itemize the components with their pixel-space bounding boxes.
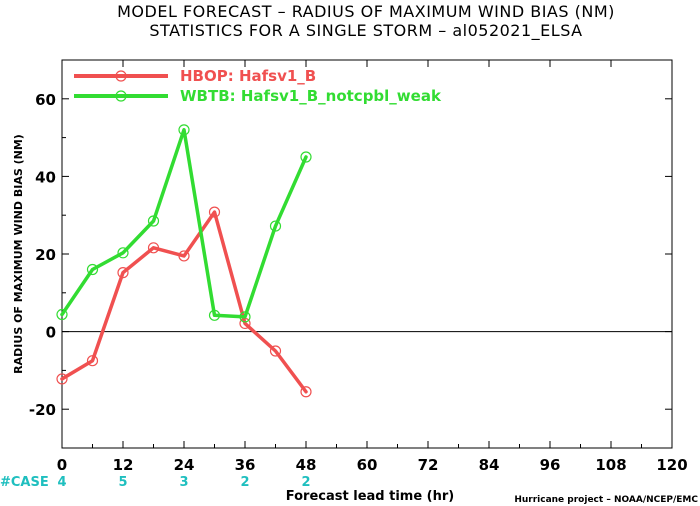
- x-tick-label: 60: [357, 456, 378, 474]
- case-count: 3: [179, 475, 188, 490]
- legend-swatch-marker: [115, 70, 127, 82]
- series-1-point: [86, 263, 99, 276]
- x-tick-label: 84: [479, 456, 500, 474]
- x-tick-label: 72: [418, 456, 439, 474]
- x-tick-label: 96: [540, 456, 561, 474]
- case-count: 4: [57, 475, 66, 490]
- series-1-point: [56, 308, 68, 321]
- x-tick-label: 12: [113, 456, 134, 474]
- series-group: [56, 124, 312, 398]
- series-1-point: [239, 311, 251, 323]
- x-tick-label: 24: [174, 456, 195, 474]
- x-tick-label: 36: [235, 456, 256, 474]
- chart-title: MODEL FORECAST – RADIUS OF MAXIMUM WIND …: [117, 2, 615, 21]
- series-0-point: [117, 267, 129, 279]
- y-axis-label: RADIUS OF MAXIMUM WIND BIAS (NM): [12, 134, 25, 374]
- series-line-0: [60, 210, 308, 394]
- y-tick-label: -20: [29, 401, 56, 419]
- series-line-1: [60, 128, 308, 319]
- series-1-point: [208, 309, 221, 321]
- x-tick-label: 120: [656, 456, 687, 474]
- series-0-point: [300, 386, 312, 398]
- y-tick-label: 20: [35, 246, 56, 264]
- series-0-point: [178, 250, 190, 262]
- legend: HBOP: Hafsv1_B WBTB: Hafsv1_B_notcpbl_wea…: [74, 67, 442, 105]
- legend-entry-label: HBOP: Hafsv1_B: [180, 67, 316, 85]
- legend-swatch-marker: [115, 90, 127, 102]
- series-1-point: [117, 247, 129, 259]
- plot-frame: [61, 59, 673, 449]
- series-0-point: [269, 345, 282, 357]
- case-label: #CASE: [0, 475, 49, 490]
- case-count: 2: [301, 475, 310, 490]
- chart-subtitle: STATISTICS FOR A SINGLE STORM – al052021…: [149, 21, 582, 41]
- series-1-point: [269, 220, 282, 232]
- series-0-point: [147, 242, 160, 254]
- credit-text: Hurricane project – NOAA/NCEP/EMC: [514, 495, 698, 505]
- x-tick-label: 48: [296, 456, 317, 474]
- legend-entry-label: WBTB: Hafsv1_B_notcpbl_weak: [180, 87, 442, 105]
- case-count: 2: [240, 475, 249, 490]
- case-counts: 4 5 3 2 2: [57, 475, 310, 490]
- x-axis-ticks: 0 12 24 36 48 60 72 84 96 108 120: [57, 60, 688, 474]
- y-axis-ticks: -20 0 20 40 60: [29, 59, 672, 449]
- y-tick-label: 40: [35, 168, 56, 186]
- series-0-point: [56, 373, 68, 385]
- series-0-point: [208, 206, 221, 218]
- x-tick-label: 0: [57, 456, 67, 474]
- x-tick-label: 108: [595, 456, 626, 474]
- y-tick-label: 60: [35, 91, 56, 109]
- series-1-point: [300, 151, 312, 163]
- x-axis-label: Forecast lead time (hr): [286, 489, 454, 504]
- series-1-point: [178, 124, 190, 136]
- case-count: 5: [118, 475, 127, 490]
- series-0-point: [86, 355, 99, 367]
- y-tick-label: 0: [46, 324, 56, 342]
- series-1-point: [147, 215, 160, 227]
